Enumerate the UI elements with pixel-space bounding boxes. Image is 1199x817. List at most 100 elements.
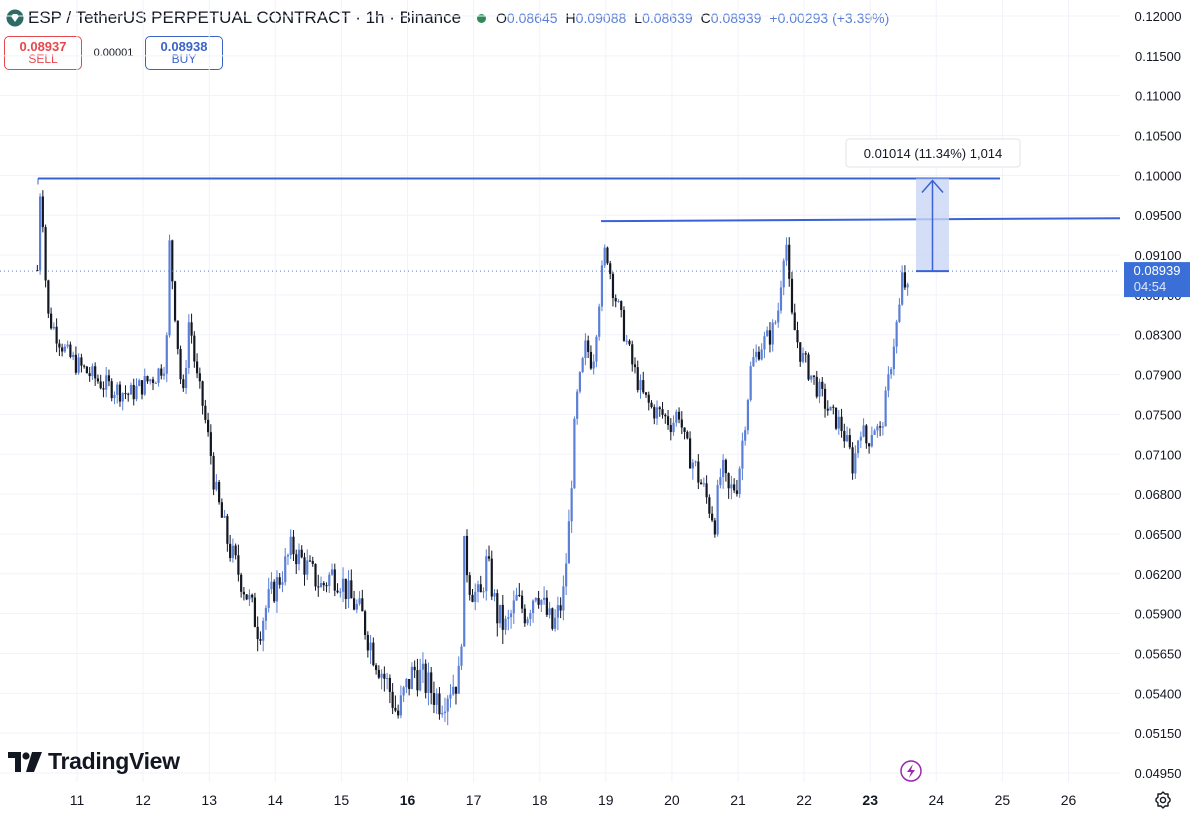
last-price-tag xyxy=(1124,262,1190,298)
y-axis-tick-label: 0.05400 xyxy=(1135,686,1182,701)
candle-body xyxy=(733,484,736,491)
candle-body xyxy=(215,481,218,490)
candle-body xyxy=(810,375,813,380)
candle-body xyxy=(705,483,708,498)
candle-body xyxy=(556,605,559,618)
candle-body xyxy=(110,381,113,399)
high-value: 0.09088 xyxy=(575,10,627,26)
candle-body xyxy=(317,586,320,588)
candle-body xyxy=(799,342,802,362)
candle-body xyxy=(653,407,656,419)
candle-body xyxy=(55,326,58,344)
candle-body xyxy=(694,461,697,463)
candle-body xyxy=(746,399,750,431)
tradingview-logo[interactable]: TradingView xyxy=(8,748,180,775)
candle-body xyxy=(262,620,265,641)
candle-body xyxy=(369,642,372,651)
candle-body xyxy=(815,376,818,397)
candle-body xyxy=(782,260,785,288)
resistance-line-lower[interactable] xyxy=(600,217,1121,223)
candle-body xyxy=(80,357,83,366)
candle-body xyxy=(50,313,53,329)
candle-body xyxy=(380,673,383,678)
candle-body xyxy=(187,322,190,368)
y-axis-tick-label: 0.11500 xyxy=(1135,49,1181,64)
candle-body xyxy=(724,459,727,474)
candle-body xyxy=(804,353,807,355)
candle-body xyxy=(625,340,628,342)
candle-body xyxy=(168,240,171,336)
candle-body xyxy=(576,391,579,419)
x-axis-tick-label: 11 xyxy=(70,792,85,808)
low-label: L xyxy=(634,10,643,26)
candle-body xyxy=(545,597,548,615)
candle-body xyxy=(419,669,422,691)
candle-body xyxy=(314,563,317,587)
candle-body xyxy=(468,575,471,595)
candle-body xyxy=(675,411,678,423)
candle-body xyxy=(300,549,303,558)
tradingview-logo-icon xyxy=(8,751,42,772)
x-axis-tick-label: 15 xyxy=(334,792,350,808)
candle-body xyxy=(873,430,876,435)
candle-body xyxy=(363,611,367,635)
candle-body xyxy=(650,402,653,408)
candle-body xyxy=(209,432,212,456)
candle-body xyxy=(730,484,733,489)
candle-body xyxy=(906,284,909,288)
candle-body xyxy=(757,351,761,360)
candle-body xyxy=(267,589,270,608)
candle-body xyxy=(127,393,130,395)
candle-body xyxy=(446,698,449,712)
candle-body xyxy=(862,425,865,437)
candle-body xyxy=(454,686,458,694)
candle-body xyxy=(785,244,788,261)
candle-body xyxy=(520,595,524,609)
candle-body xyxy=(876,426,879,431)
candle-body xyxy=(47,280,50,314)
candle-body xyxy=(686,431,689,439)
candle-body xyxy=(584,340,587,359)
candle-body xyxy=(275,577,279,602)
candle-body xyxy=(677,411,681,420)
candle-body xyxy=(834,407,838,429)
candle-body xyxy=(699,482,703,485)
measure-label-box xyxy=(845,138,1021,168)
candle-body xyxy=(421,663,425,670)
candle-body xyxy=(592,361,595,369)
candle-body xyxy=(589,351,593,369)
candle-body xyxy=(347,580,350,600)
candle-body xyxy=(688,438,692,469)
candle-body xyxy=(843,430,846,442)
candle-body xyxy=(264,607,268,621)
candle-body xyxy=(322,582,325,586)
candle-body xyxy=(52,326,55,329)
candle-body xyxy=(609,263,612,274)
candle-body xyxy=(683,427,686,432)
candle-body xyxy=(523,608,526,624)
candle-body xyxy=(173,281,177,321)
candle-body xyxy=(485,556,488,592)
candle-body xyxy=(518,594,521,596)
candle-body xyxy=(531,600,535,614)
candle-body xyxy=(567,521,570,564)
candle-body xyxy=(375,665,378,670)
candle-body xyxy=(851,447,854,474)
candle-body xyxy=(628,340,631,345)
candle-body xyxy=(176,320,179,349)
candle-body xyxy=(479,584,482,593)
candle-body xyxy=(644,392,648,395)
candle-body xyxy=(273,581,276,602)
candle-body xyxy=(854,453,857,474)
candle-body xyxy=(611,273,615,299)
candle-body xyxy=(223,516,226,518)
candle-body xyxy=(121,393,124,402)
close-value: 0.08939 xyxy=(710,10,762,26)
candle-body xyxy=(595,336,598,362)
candle-body xyxy=(738,468,741,494)
symbol-title[interactable]: ESP / TetherUS PERPETUAL CONTRACT · 1h ·… xyxy=(28,8,462,27)
y-axis-tick-label: 0.10500 xyxy=(1135,129,1182,144)
candle-body xyxy=(218,481,221,503)
gear-icon[interactable] xyxy=(1154,791,1172,809)
